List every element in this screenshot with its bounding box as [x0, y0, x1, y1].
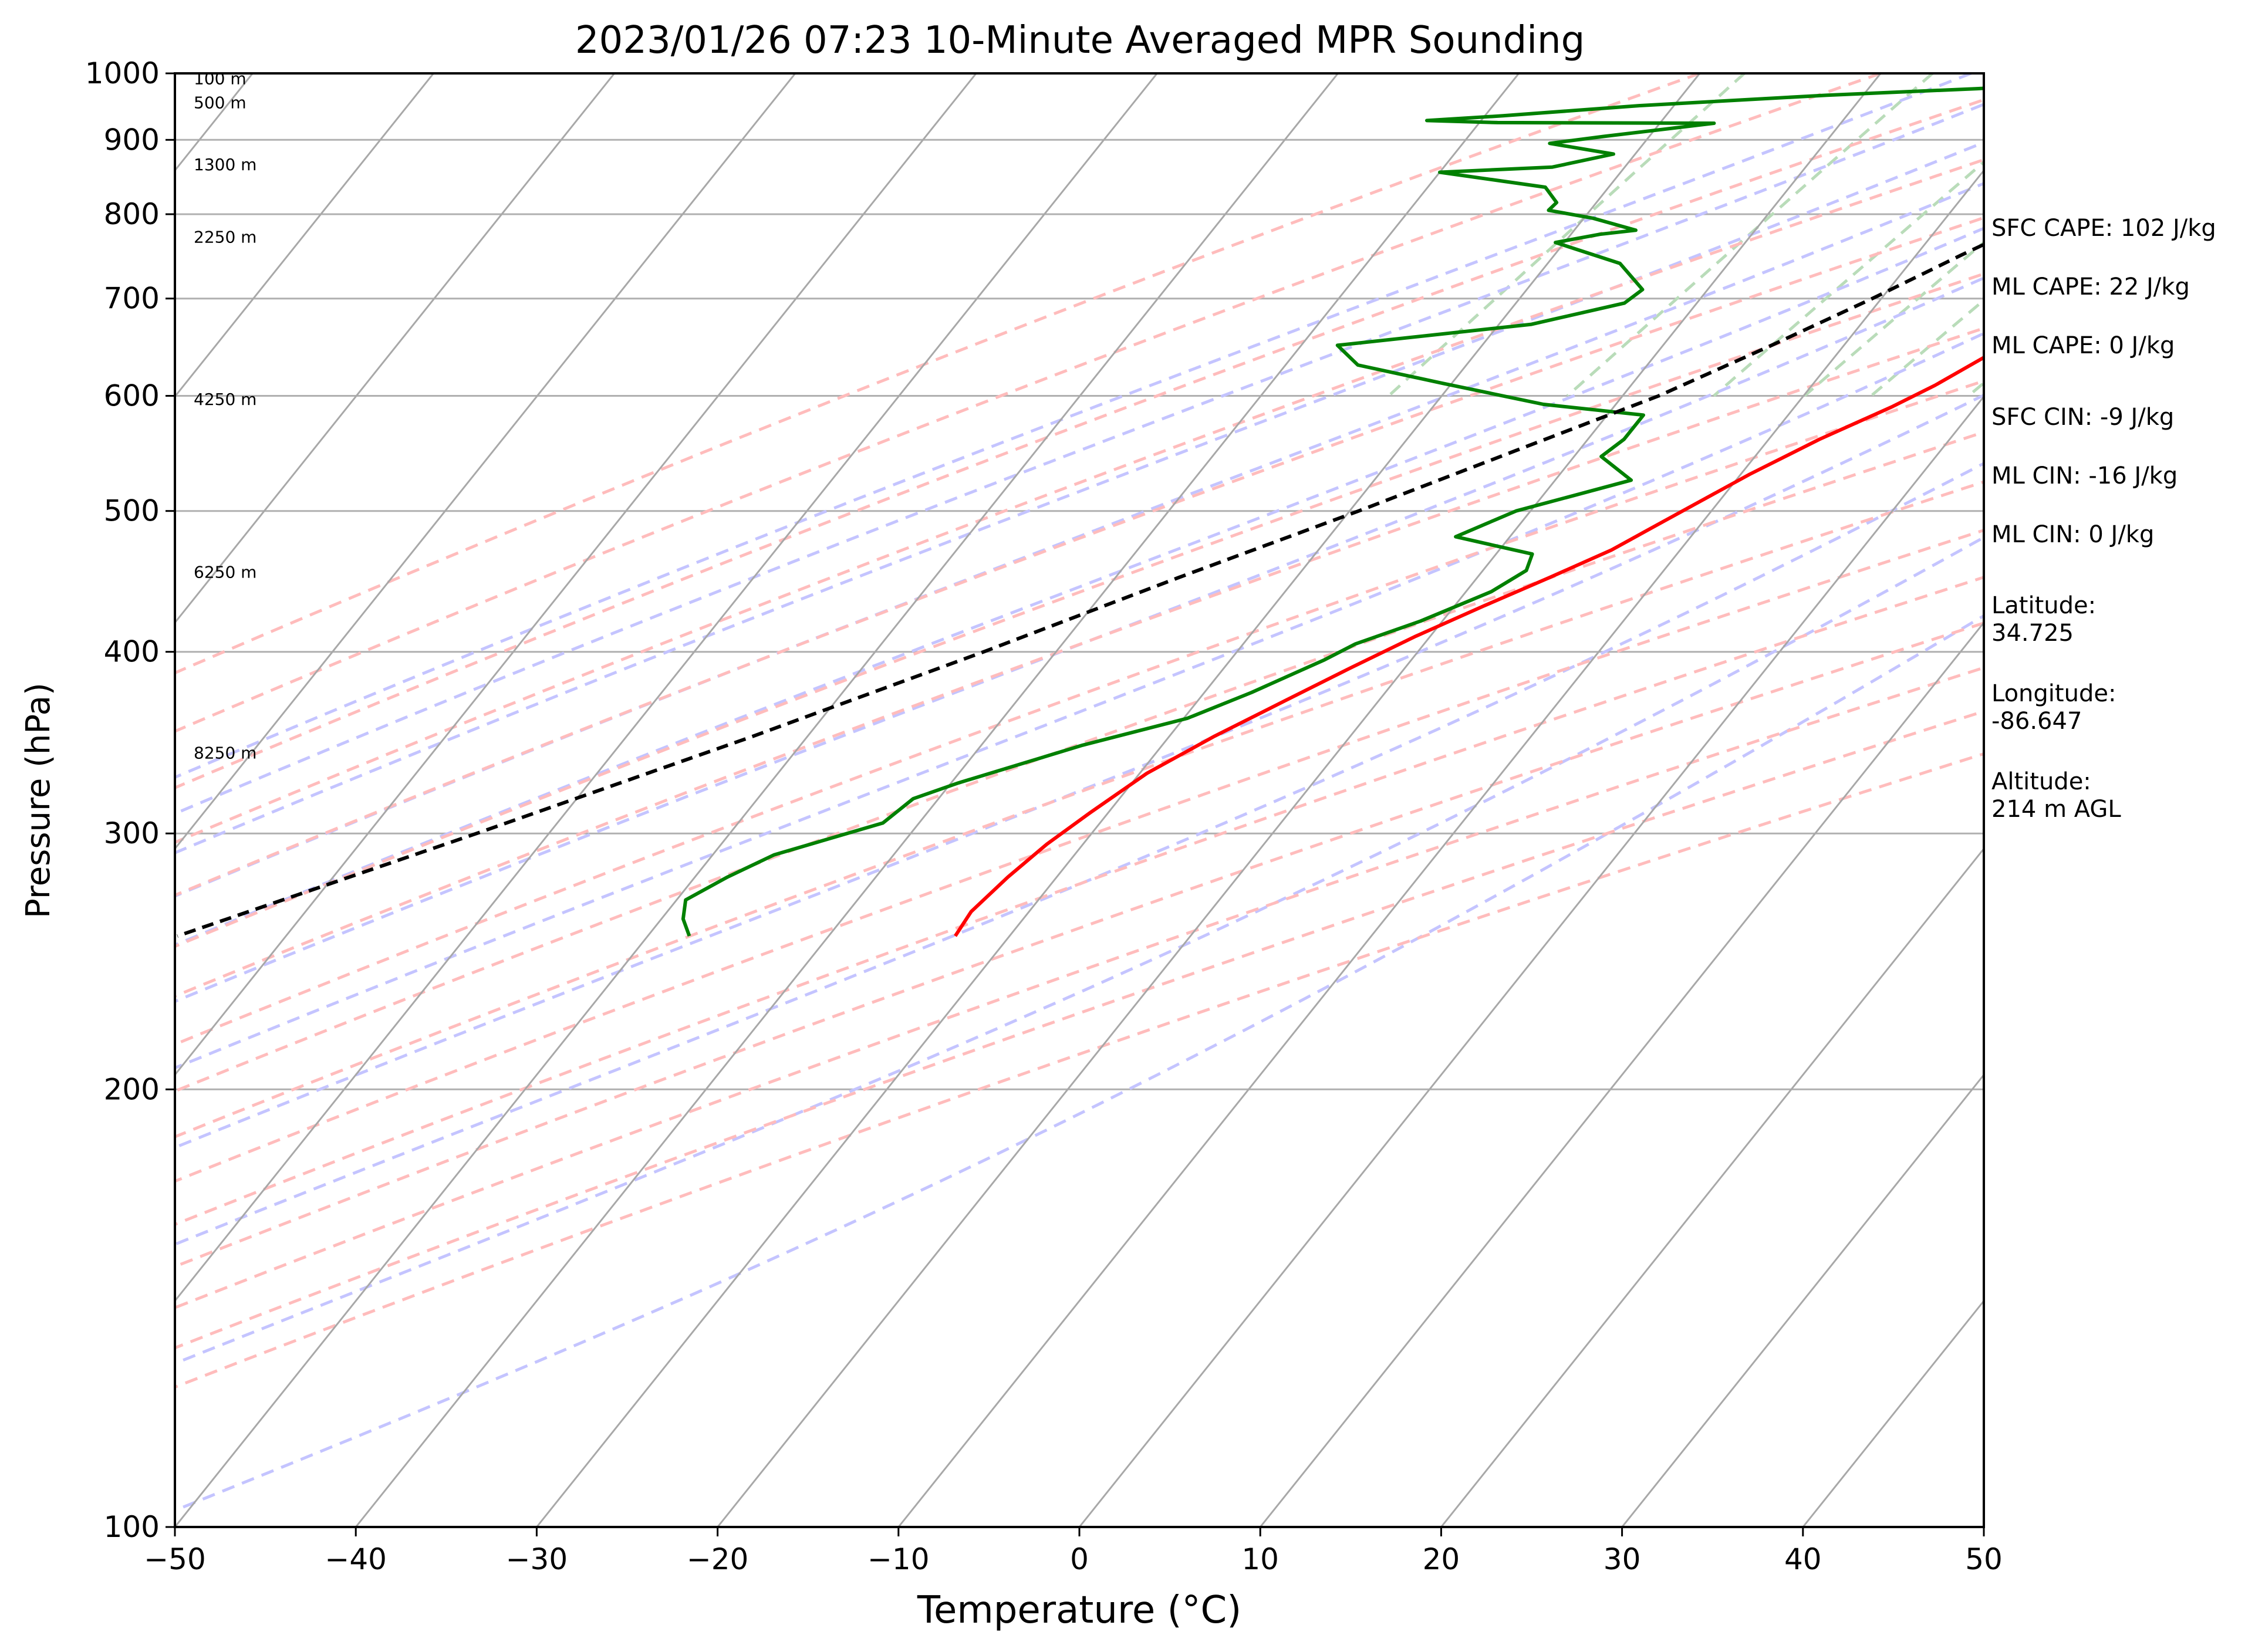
y-tick-label: 400 — [104, 635, 160, 669]
chart-title: 2023/01/26 07:23 10-Minute Averaged MPR … — [575, 19, 1585, 62]
y-tick-label: 500 — [104, 494, 160, 528]
y-tick-label: 700 — [104, 282, 160, 316]
height-label: 8250 m — [194, 743, 256, 762]
stat-line: 34.725 — [1991, 620, 2074, 647]
stat-line: ML CAPE: 22 J/kg — [1991, 273, 2190, 300]
x-tick-label: −50 — [144, 1542, 206, 1576]
x-tick-label: 40 — [1784, 1542, 1822, 1576]
x-tick-label: −40 — [325, 1542, 387, 1576]
stat-line: Latitude: — [1991, 592, 2096, 619]
y-tick-label: 200 — [104, 1072, 160, 1106]
height-label: 4250 m — [194, 390, 256, 409]
stat-line: ML CIN: -16 J/kg — [1991, 462, 2178, 489]
x-tick-label: 0 — [1070, 1542, 1089, 1576]
x-tick-label: −30 — [506, 1542, 568, 1576]
stat-line: 214 m AGL — [1991, 796, 2121, 823]
y-axis-label: Pressure (hPa) — [19, 683, 58, 918]
stat-line: ML CIN: 0 J/kg — [1991, 521, 2154, 548]
stat-line: -86.647 — [1991, 708, 2082, 735]
y-tick-label: 100 — [104, 1510, 160, 1544]
y-tick-label: 1000 — [85, 56, 160, 90]
x-axis-label: Temperature (°C) — [917, 1589, 1241, 1632]
x-tick-label: 20 — [1423, 1542, 1460, 1576]
stat-line: Altitude: — [1991, 768, 2091, 795]
stat-line: SFC CAPE: 102 J/kg — [1991, 215, 2216, 242]
x-tick-label: 30 — [1604, 1542, 1641, 1576]
x-tick-label: 50 — [1965, 1542, 2003, 1576]
x-tick-label: 10 — [1241, 1542, 1279, 1576]
stat-line: Longitude: — [1991, 680, 2116, 707]
y-tick-label: 300 — [104, 816, 160, 850]
stat-line: ML CAPE: 0 J/kg — [1991, 332, 2175, 359]
y-tick-label: 900 — [104, 123, 160, 157]
height-label: 6250 m — [194, 563, 256, 582]
y-tick-label: 800 — [104, 197, 160, 231]
x-tick-label: −20 — [687, 1542, 749, 1576]
height-label: 100 m — [194, 69, 247, 89]
y-tick-label: 600 — [104, 379, 160, 413]
x-tick-label: −10 — [867, 1542, 930, 1576]
stat-line: SFC CIN: -9 J/kg — [1991, 404, 2174, 431]
height-label: 1300 m — [194, 155, 256, 174]
height-label: 2250 m — [194, 227, 256, 246]
height-label: 500 m — [194, 93, 247, 113]
